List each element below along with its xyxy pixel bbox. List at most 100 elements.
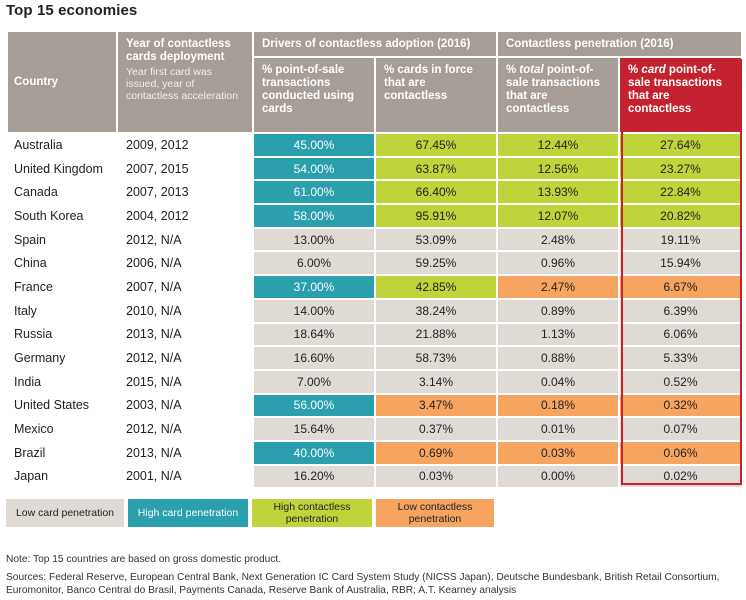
pos-cards-cell: 16.60%: [254, 347, 374, 369]
year-cell: 2015, N/A: [126, 374, 182, 389]
economies-table: Country Year of contactless cards deploy…: [6, 30, 743, 489]
cards-contactless-cell: 0.69%: [376, 441, 496, 464]
card-contactless-cell: 0.52%: [620, 370, 741, 393]
table-row: China 2006, N/A 6.00% 59.25% 0.96% 15.94%: [8, 252, 741, 275]
country-cell: South Korea: [14, 208, 84, 223]
table-row: Italy 2010, N/A 14.00% 38.24% 0.89% 6.39%: [8, 299, 741, 322]
pos-cards-cell: 15.64%: [254, 418, 374, 440]
cards-contactless-cell: 21.88%: [376, 323, 496, 346]
legend-high-card: High card penetration: [128, 499, 248, 527]
year-cell: 2001, N/A: [126, 469, 182, 484]
header-total-pos-contactless: % total point-of-sale transactions that …: [498, 58, 618, 132]
header-total-em: total: [519, 64, 544, 76]
country-cell: Japan: [14, 469, 49, 484]
legend-low-contactless: Low contactless penetration: [376, 499, 494, 527]
pos-cards-cell: 16.20%: [254, 465, 374, 488]
sources: Sources: Federal Reserve, European Centr…: [6, 572, 720, 596]
pos-cards-cell: 54.00%: [254, 157, 374, 180]
card-contactless-cell: 0.06%: [620, 441, 741, 464]
card-contactless-cell: 0.32%: [620, 394, 741, 417]
table-row: South Korea 2004, 2012 58.00% 95.91% 12.07% 2…: [8, 205, 741, 227]
card-contactless-cell: 5.33%: [620, 347, 741, 369]
total-contactless-cell: 13.93%: [498, 181, 618, 204]
total-contactless-cell: 2.47%: [498, 276, 618, 298]
total-contactless-cell: 0.00%: [498, 465, 618, 488]
card-contactless-cell: 6.06%: [620, 323, 741, 346]
country-cell: France: [14, 279, 53, 294]
pos-cards-cell: 56.00%: [254, 394, 374, 417]
total-contactless-cell: 0.18%: [498, 394, 618, 417]
pos-cards-cell: 14.00%: [254, 299, 374, 322]
total-contactless-cell: 0.04%: [498, 370, 618, 393]
country-cell: Italy: [14, 303, 37, 318]
pos-cards-cell: 40.00%: [254, 441, 374, 464]
country-cell: Australia: [14, 137, 63, 152]
country-cell: Mexico: [14, 422, 54, 437]
country-cell: Spain: [14, 232, 46, 247]
card-contactless-cell: 23.27%: [620, 157, 741, 180]
cards-contactless-cell: 0.03%: [376, 465, 496, 488]
cards-contactless-cell: 59.25%: [376, 252, 496, 275]
card-contactless-cell: 0.02%: [620, 465, 741, 488]
cards-contactless-cell: 42.85%: [376, 276, 496, 298]
table-row: United Kingdom 2007, 2015 54.00% 63.87% 12.5…: [8, 157, 741, 180]
card-contactless-cell: 6.39%: [620, 299, 741, 322]
card-contactless-cell: 0.07%: [620, 418, 741, 440]
pos-cards-cell: 13.00%: [254, 228, 374, 251]
cards-contactless-cell: 3.47%: [376, 394, 496, 417]
header-group-penetration: Contactless penetration (2016): [498, 32, 741, 56]
header-cards-contactless: % cards in force that are contactless: [376, 58, 496, 132]
year-cell: 2006, N/A: [126, 256, 182, 271]
country-cell: China: [14, 256, 47, 271]
year-cell: 2012, N/A: [126, 351, 182, 366]
pos-cards-cell: 45.00%: [254, 134, 374, 156]
header-country: Country: [8, 32, 116, 132]
header-total-pre: %: [506, 64, 520, 76]
cards-contactless-cell: 66.40%: [376, 181, 496, 204]
header-card-pre: %: [628, 64, 642, 76]
card-contactless-cell: 19.11%: [620, 228, 741, 251]
footnote: Note: Top 15 countries are based on gros…: [6, 554, 282, 565]
legend-low-card: Low card penetration: [6, 499, 124, 527]
header-total-post: point-of-sale transactions that are cont…: [506, 64, 600, 115]
pos-cards-cell: 58.00%: [254, 205, 374, 227]
pos-cards-cell: 37.00%: [254, 276, 374, 298]
table-row: Mexico 2012, N/A 15.64% 0.37% 0.01% 0.07%: [8, 418, 741, 440]
year-cell: 2007, 2013: [126, 185, 189, 200]
header-card-post: point-of-sale transactions that are cont…: [628, 64, 722, 115]
table-row: Australia 2009, 2012 45.00% 67.45% 12.44% 27.…: [8, 134, 741, 156]
pos-cards-cell: 7.00%: [254, 370, 374, 393]
card-contactless-cell: 20.82%: [620, 205, 741, 227]
country-cell: Brazil: [14, 445, 46, 460]
total-contactless-cell: 0.01%: [498, 418, 618, 440]
year-cell: 2012, N/A: [126, 232, 182, 247]
table-row: Canada 2007, 2013 61.00% 66.40% 13.93% 22.84%: [8, 181, 741, 204]
cards-contactless-cell: 67.45%: [376, 134, 496, 156]
year-cell: 2012, N/A: [126, 422, 182, 437]
year-cell: 2013, N/A: [126, 327, 182, 342]
table-row: Japan 2001, N/A 16.20% 0.03% 0.00% 0.02%: [8, 465, 741, 488]
year-cell: 2004, 2012: [126, 208, 189, 223]
header-year-title: Year of contactless cards deployment: [126, 38, 231, 63]
cards-contactless-cell: 95.91%: [376, 205, 496, 227]
header-group-drivers: Drivers of contactless adoption (2016): [254, 32, 496, 56]
card-contactless-cell: 15.94%: [620, 252, 741, 275]
header-year: Year of contactless cards deployment Yea…: [118, 32, 252, 132]
total-contactless-cell: 0.88%: [498, 347, 618, 369]
header-pos-using-cards: % point-of-sale transactions conducted u…: [254, 58, 374, 132]
cards-contactless-cell: 53.09%: [376, 228, 496, 251]
header-year-subtitle: Year first card was issued, year of cont…: [126, 66, 239, 102]
total-contactless-cell: 12.56%: [498, 157, 618, 180]
country-cell: United States: [14, 398, 90, 413]
pos-cards-cell: 6.00%: [254, 252, 374, 275]
header-card-pos-contactless: % card point-of-sale transactions that a…: [620, 58, 741, 132]
year-cell: 2009, 2012: [126, 137, 189, 152]
country-cell: India: [14, 374, 42, 389]
total-contactless-cell: 12.07%: [498, 205, 618, 227]
cards-contactless-cell: 3.14%: [376, 370, 496, 393]
card-contactless-cell: 27.64%: [620, 134, 741, 156]
year-cell: 2003, N/A: [126, 398, 182, 413]
table-row: India 2015, N/A 7.00% 3.14% 0.04% 0.52%: [8, 370, 741, 393]
year-cell: 2010, N/A: [126, 303, 182, 318]
total-contactless-cell: 0.89%: [498, 299, 618, 322]
